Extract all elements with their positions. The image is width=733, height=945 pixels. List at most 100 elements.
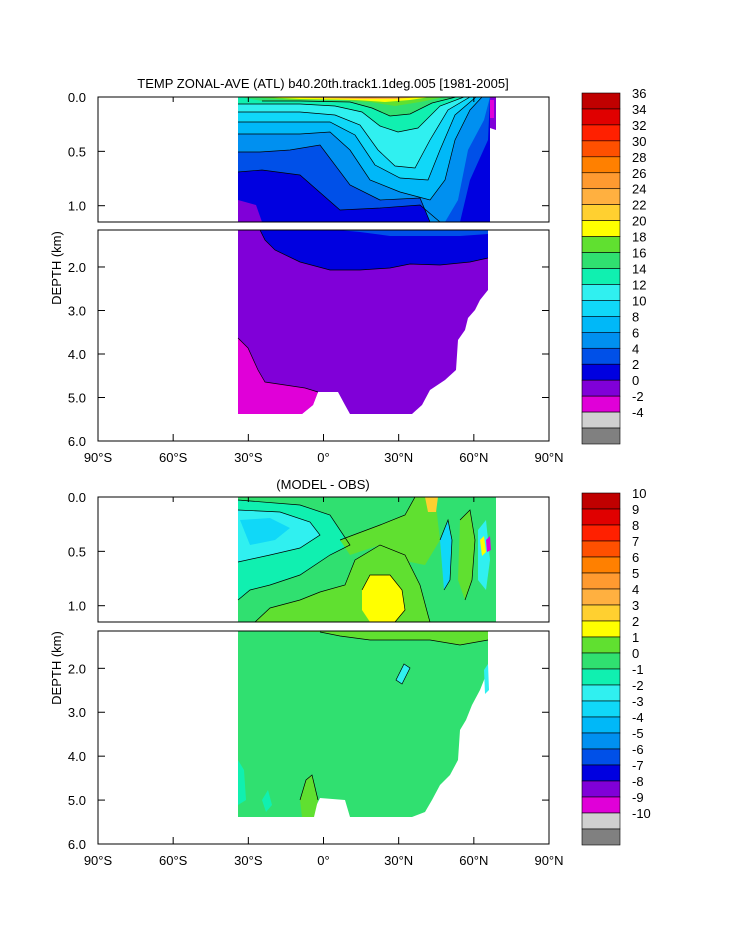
temp-y-axis-label: DEPTH (km): [49, 231, 64, 305]
diff-field-layer-north-1: [440, 520, 452, 590]
temp-field-lower-violet: [238, 230, 488, 414]
colorbar-label: 2: [632, 357, 639, 372]
colorbar-label: 7: [632, 534, 639, 549]
colorbar-swatch: [581, 492, 621, 510]
colorbar-swatch: [581, 588, 621, 606]
colorbar-swatch: [581, 748, 621, 766]
temp-lower-field: [237, 230, 489, 414]
colorbar-label: 30: [632, 134, 646, 149]
diff-field-lower-deep-3: [262, 790, 272, 812]
y-tick-label: 5.0: [68, 390, 86, 405]
y-tick-label: 5.0: [68, 793, 86, 808]
colorbar-swatch: [581, 220, 621, 237]
colorbar-swatch: [581, 316, 621, 333]
diff-field-lower-1: [238, 631, 488, 645]
colorbar-swatch: [581, 828, 621, 846]
colorbar-swatch: [581, 812, 621, 830]
colorbar-label: -3: [632, 694, 644, 709]
diff-field-layer-2: [362, 575, 405, 622]
colorbar-label: -7: [632, 758, 644, 773]
colorbar-swatch: [581, 411, 621, 429]
colorbar-label: 9: [632, 502, 639, 517]
colorbar-swatch: [581, 140, 621, 158]
colorbar-label: 6: [632, 325, 639, 340]
colorbar-swatch: [581, 732, 621, 750]
diff-lower-contours: [299, 631, 489, 801]
colorbar-label: 32: [632, 118, 646, 133]
y-tick-label: 6.0: [68, 434, 86, 449]
colorbar-swatch: [581, 764, 621, 782]
temp-field-lower-blue-light: [338, 230, 488, 236]
colorbar-label: 10: [632, 486, 646, 501]
colorbar-swatch: [581, 204, 621, 221]
y-tick-label: 6.0: [68, 837, 86, 852]
colorbar-label: -4: [632, 710, 644, 725]
colorbar-label: 34: [632, 102, 646, 117]
y-tick-label: 2.0: [68, 260, 86, 275]
x-tick-label: 30°N: [384, 450, 413, 465]
colorbar-swatch: [581, 556, 621, 574]
temp-axis-ticks: 90°S 60°S 30°S 0° 30°N 60°N 90°N 0.0 0.5 1.0 2.0 3.…: [68, 90, 564, 465]
y-tick-label: 0.0: [68, 90, 86, 105]
colorbar-swatch: [581, 700, 621, 718]
temp-upper-field: [237, 97, 496, 222]
colorbar-label: -5: [632, 726, 644, 741]
x-tick-label: 60°N: [459, 450, 488, 465]
colorbar-swatch: [581, 347, 621, 365]
x-tick-label: 90°N: [534, 853, 563, 868]
y-tick-label: 0.5: [68, 544, 86, 559]
colorbar-swatch: [581, 284, 621, 301]
diff-panel: (MODEL - OBS): [49, 477, 651, 868]
colorbar-swatch: [581, 92, 621, 110]
colorbar-swatch: [581, 524, 621, 542]
diff-field-layer-north-3: [478, 520, 490, 590]
colorbar-label: 28: [632, 150, 646, 165]
x-tick-label: 60°S: [159, 450, 188, 465]
diff-field-lower-patch: [396, 664, 410, 684]
temp-chart-title: TEMP ZONAL-AVE (ATL) b40.20th.track1.1de…: [137, 76, 508, 91]
colorbar-swatch: [581, 156, 621, 174]
colorbar-swatch: [581, 508, 621, 526]
x-tick-label: 0°: [317, 853, 329, 868]
colorbar-label: 2: [632, 614, 639, 629]
colorbar-swatch: [581, 395, 621, 413]
y-tick-label: 3.0: [68, 705, 86, 720]
x-tick-label: 30°N: [384, 853, 413, 868]
y-tick-label: 0.5: [68, 144, 86, 159]
colorbar-label: 18: [632, 230, 646, 245]
colorbar-label: 20: [632, 214, 646, 229]
colorbar-swatch: [581, 172, 621, 190]
colorbar-swatch: [581, 427, 621, 445]
x-tick-label: 90°S: [84, 853, 113, 868]
y-tick-label: 4.0: [68, 347, 86, 362]
colorbar-swatch: [581, 668, 621, 686]
temp-field-lower-magenta: [238, 338, 318, 414]
colorbar-swatch: [581, 108, 621, 126]
colorbar-swatch: [581, 300, 621, 317]
x-tick-label: 60°S: [159, 853, 188, 868]
y-tick-label: 0.0: [68, 490, 86, 505]
colorbar-label: 3: [632, 598, 639, 613]
diff-field-lower-north: [484, 664, 489, 694]
diff-field-layer-north-4: [480, 536, 486, 556]
diff-upper-contours: [237, 497, 476, 622]
colorbar-label: 8: [632, 309, 639, 324]
colorbar-swatch: [581, 604, 621, 622]
colorbar-label: 16: [632, 246, 646, 261]
diff-field-layer-north-2: [458, 510, 475, 600]
temp-panel: TEMP ZONAL-AVE (ATL) b40.20th.track1.1de…: [49, 76, 646, 465]
diff-field-layer-minus3: [240, 518, 290, 545]
x-tick-label: 0°: [317, 450, 329, 465]
colorbar-label: 36: [632, 86, 646, 101]
diff-axis-ticks: 90°S 60°S 30°S 0° 30°N 60°N 90°N 0.0 0.5 1.0 2.0 3.…: [68, 490, 564, 868]
colorbar-swatch: [581, 379, 621, 397]
x-tick-label: 90°N: [534, 450, 563, 465]
y-tick-label: 2.0: [68, 661, 86, 676]
colorbar-label: -2: [632, 389, 644, 404]
temp-lower-contours: [237, 230, 489, 393]
colorbar-swatch: [581, 252, 621, 269]
colorbar-label: 0: [632, 646, 639, 661]
colorbar-label: 6: [632, 550, 639, 565]
